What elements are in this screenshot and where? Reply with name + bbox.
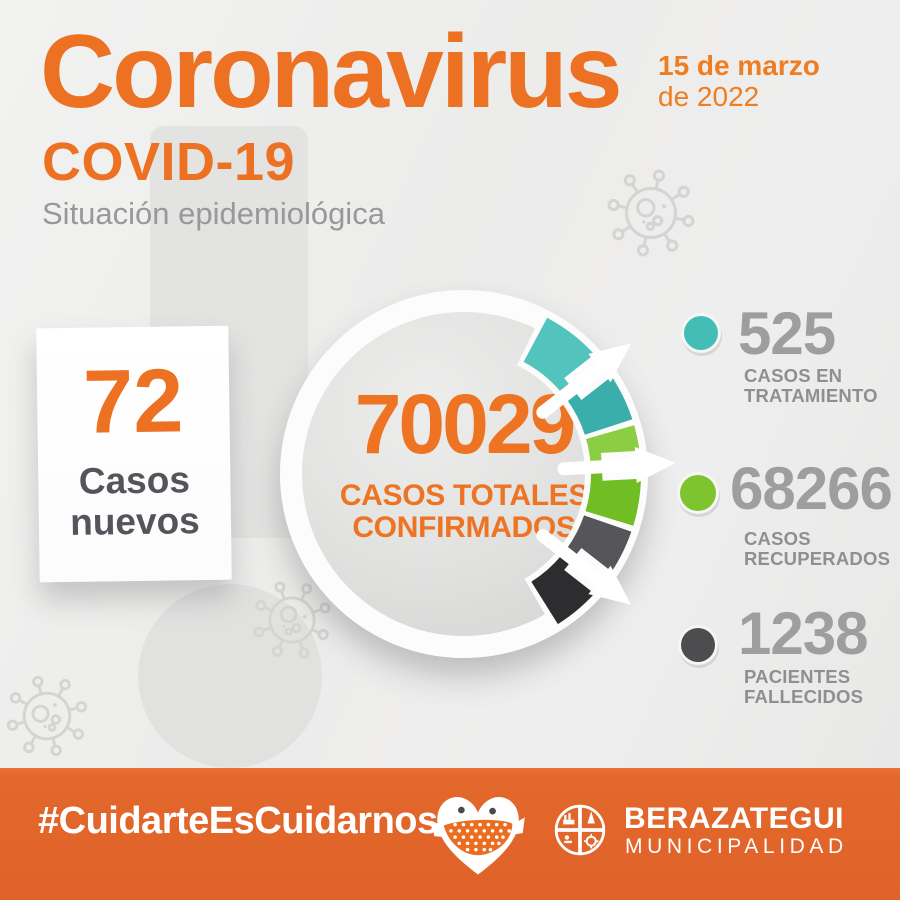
deceased-dot-icon	[678, 625, 719, 668]
campaign-hashtag: #CuidarteEsCuidarnos	[38, 800, 438, 842]
virus-icon	[598, 160, 704, 266]
org-subtitle: MUNICIPALIDAD	[625, 835, 848, 858]
stat-label-recovered: CASOS RECUPERADOS	[744, 528, 891, 569]
new-cases-value: 72	[82, 351, 185, 453]
page-subtitle: COVID-19	[42, 132, 296, 192]
new-cases-card: 72 Casos nuevos	[36, 325, 232, 583]
stat-value-treatment: 525	[738, 300, 836, 367]
virus-icon	[0, 665, 98, 767]
total-cases-label: CASOS TOTALES CONFIRMADOS	[339, 479, 589, 544]
org-name: BERAZATEGUI	[624, 802, 844, 835]
stat-label-deceased: PACIENTES FALLECIDOS	[744, 666, 864, 707]
new-cases-label: Casos nuevos	[69, 459, 200, 543]
total-cases-circle	[280, 290, 648, 658]
page-title: Coronavirus	[40, 14, 623, 130]
stat-value-recovered: 68266	[730, 455, 893, 522]
report-date-year: de 2022	[658, 81, 760, 112]
treatment-dot-icon	[681, 313, 722, 356]
page-tagline: Situación epidemiológica	[42, 196, 385, 231]
heart-mask-icon	[431, 797, 525, 875]
report-date: 15 de marzo de 2022	[658, 50, 820, 112]
stat-label-treatment: CASOS EN TRATAMIENTO	[744, 365, 878, 406]
total-cases-value: 70029	[354, 377, 577, 471]
stat-value-deceased: 1238	[738, 600, 868, 667]
municipal-crest-icon	[554, 804, 606, 856]
background-exclamation-dot	[138, 584, 322, 768]
report-date-day: 15 de marzo	[658, 50, 820, 81]
recovered-dot-icon	[677, 472, 720, 517]
